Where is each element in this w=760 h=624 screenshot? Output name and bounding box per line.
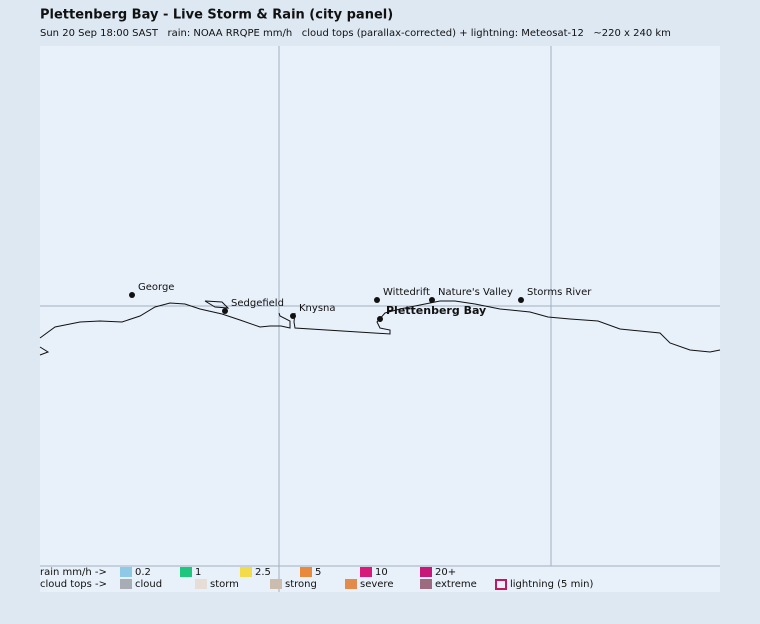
place-label: Storms River — [527, 287, 592, 298]
coastline — [39, 300, 721, 356]
place-dot — [518, 297, 524, 303]
legend-row-label: rain mm/h -> — [40, 567, 107, 578]
legend-swatch — [495, 579, 507, 590]
legend-swatch — [345, 579, 357, 589]
legend-swatch — [180, 567, 192, 577]
coastline-path — [39, 346, 50, 356]
legend-label: extreme — [435, 579, 477, 590]
place-dot — [377, 316, 383, 322]
legend-label: severe — [360, 579, 393, 590]
legend-label: 0.2 — [135, 567, 151, 578]
place-label: Wittedrift — [383, 287, 430, 298]
legend-swatch — [120, 579, 132, 589]
legend-row-label: cloud tops -> — [40, 579, 107, 590]
legend-swatch — [270, 579, 282, 589]
legend-label: 20+ — [435, 567, 456, 578]
legend-label: storm — [210, 579, 239, 590]
place-dot — [374, 297, 380, 303]
legend-label: cloud — [135, 579, 162, 590]
legend-swatch — [420, 567, 432, 577]
place-dot — [429, 297, 435, 303]
places: George Sedgefield Knysna Wittedrift Nature's… — [129, 282, 592, 322]
legend-label: strong — [285, 579, 317, 590]
legend-swatch — [195, 579, 207, 589]
legend-swatch — [240, 567, 252, 577]
legend-swatch — [120, 567, 132, 577]
legend-swatch — [300, 567, 312, 577]
graticule — [40, 46, 720, 592]
place-dot — [129, 292, 135, 298]
place-label: George — [138, 282, 174, 293]
legend-swatch — [420, 579, 432, 589]
coastline-path — [39, 300, 721, 353]
place-dot — [290, 313, 296, 319]
place-label: Sedgefield — [231, 298, 284, 309]
place-dot — [222, 308, 228, 314]
place-label: Plettenberg Bay — [386, 304, 486, 317]
place-label: Knysna — [299, 303, 336, 314]
place-label: Nature's Valley — [438, 287, 513, 298]
legend-label: 2.5 — [255, 567, 271, 578]
subtitle: Sun 20 Sep 18:00 SAST rain: NOAA RRQPE m… — [40, 28, 671, 39]
legend-label: 5 — [315, 567, 321, 578]
legend: rain mm/h -> 0.2 1 2.5 5 10 20+ cloud tops -> cl… — [40, 567, 593, 590]
legend-label: 1 — [195, 567, 201, 578]
legend-swatch — [360, 567, 372, 577]
title: Plettenberg Bay - Live Storm & Rain (cit… — [40, 8, 393, 23]
legend-label: 10 — [375, 567, 388, 578]
lagoon — [204, 300, 230, 309]
legend-label: lightning (5 min) — [510, 579, 593, 590]
